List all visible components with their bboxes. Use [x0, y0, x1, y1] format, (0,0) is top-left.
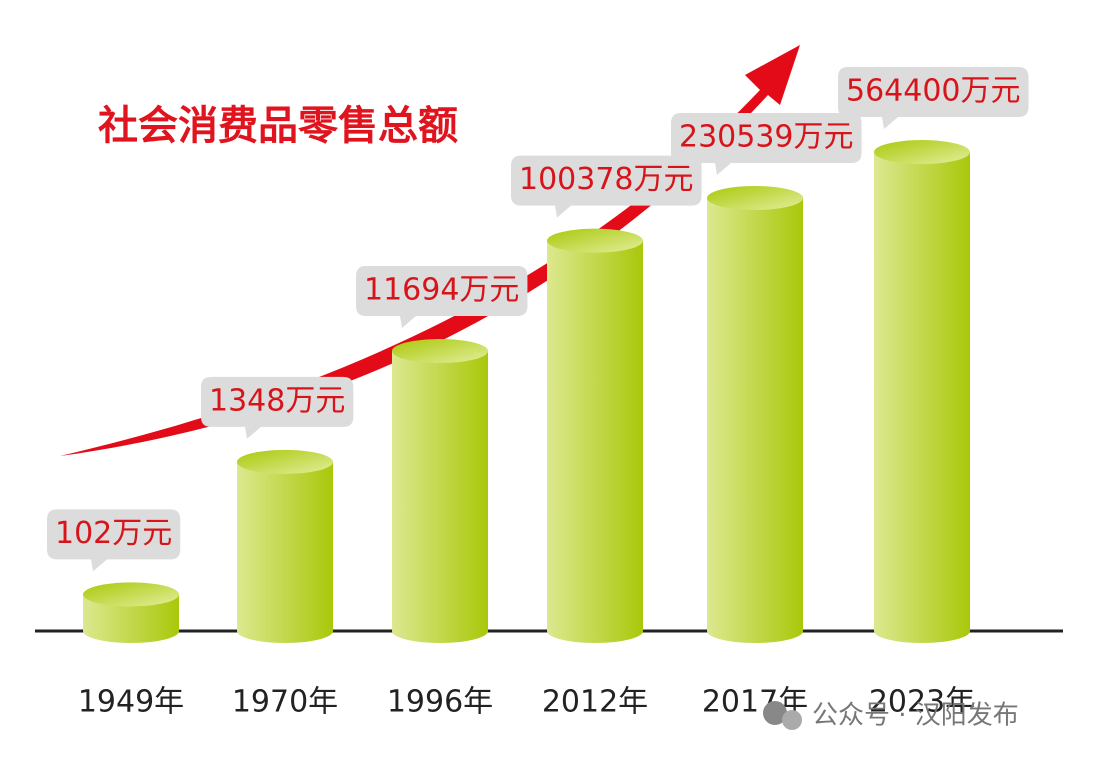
bar-top — [547, 228, 643, 253]
x-tick-label: 1970年 — [232, 685, 338, 720]
x-tick-label: 2012年 — [542, 685, 648, 720]
bubble-shape — [356, 266, 528, 329]
value-bubble: 1348万元 — [201, 376, 354, 439]
bubble-shape — [201, 376, 354, 439]
x-tick-label: 1949年 — [78, 685, 184, 720]
bar — [392, 351, 488, 643]
x-tick-label: 2023年 — [869, 685, 975, 720]
value-bubble: 100378万元 — [511, 155, 702, 218]
bubble-shape — [47, 509, 181, 572]
value-label: 230539万元 — [679, 120, 854, 155]
value-label: 102万元 — [55, 516, 172, 551]
bars: 1949年 102万元 1970年 1348万元 1996年 11694万元 2012年 10… — [47, 67, 1029, 720]
bar-top — [237, 449, 333, 474]
bubble-shape — [511, 155, 702, 218]
x-tick-label: 1996年 — [387, 685, 493, 720]
watermark: 公众号 · 汉阳发布 — [763, 701, 1019, 731]
chart-title: 社会消费品零售总额 — [98, 103, 458, 149]
value-bubble: 230539万元 — [671, 113, 862, 176]
value-label: 564400万元 — [846, 74, 1021, 109]
value-bubble: 102万元 — [47, 509, 181, 572]
bar-top — [874, 140, 970, 165]
bubble-shape — [838, 67, 1029, 130]
bar-top — [83, 582, 179, 607]
bar — [237, 461, 333, 643]
value-bubble: 11694万元 — [356, 266, 528, 329]
bar — [874, 152, 970, 643]
value-label: 1348万元 — [209, 383, 345, 418]
bar — [707, 198, 803, 643]
bar — [83, 594, 179, 643]
bar-top — [707, 186, 803, 211]
value-label: 11694万元 — [364, 273, 519, 308]
bubble-shape — [671, 113, 862, 176]
value-label: 100378万元 — [519, 162, 694, 197]
value-bubble: 564400万元 — [838, 67, 1029, 130]
bar — [547, 240, 643, 644]
watermark-text: 公众号 · 汉阳发布 — [812, 701, 1019, 731]
bar-top — [392, 339, 488, 364]
